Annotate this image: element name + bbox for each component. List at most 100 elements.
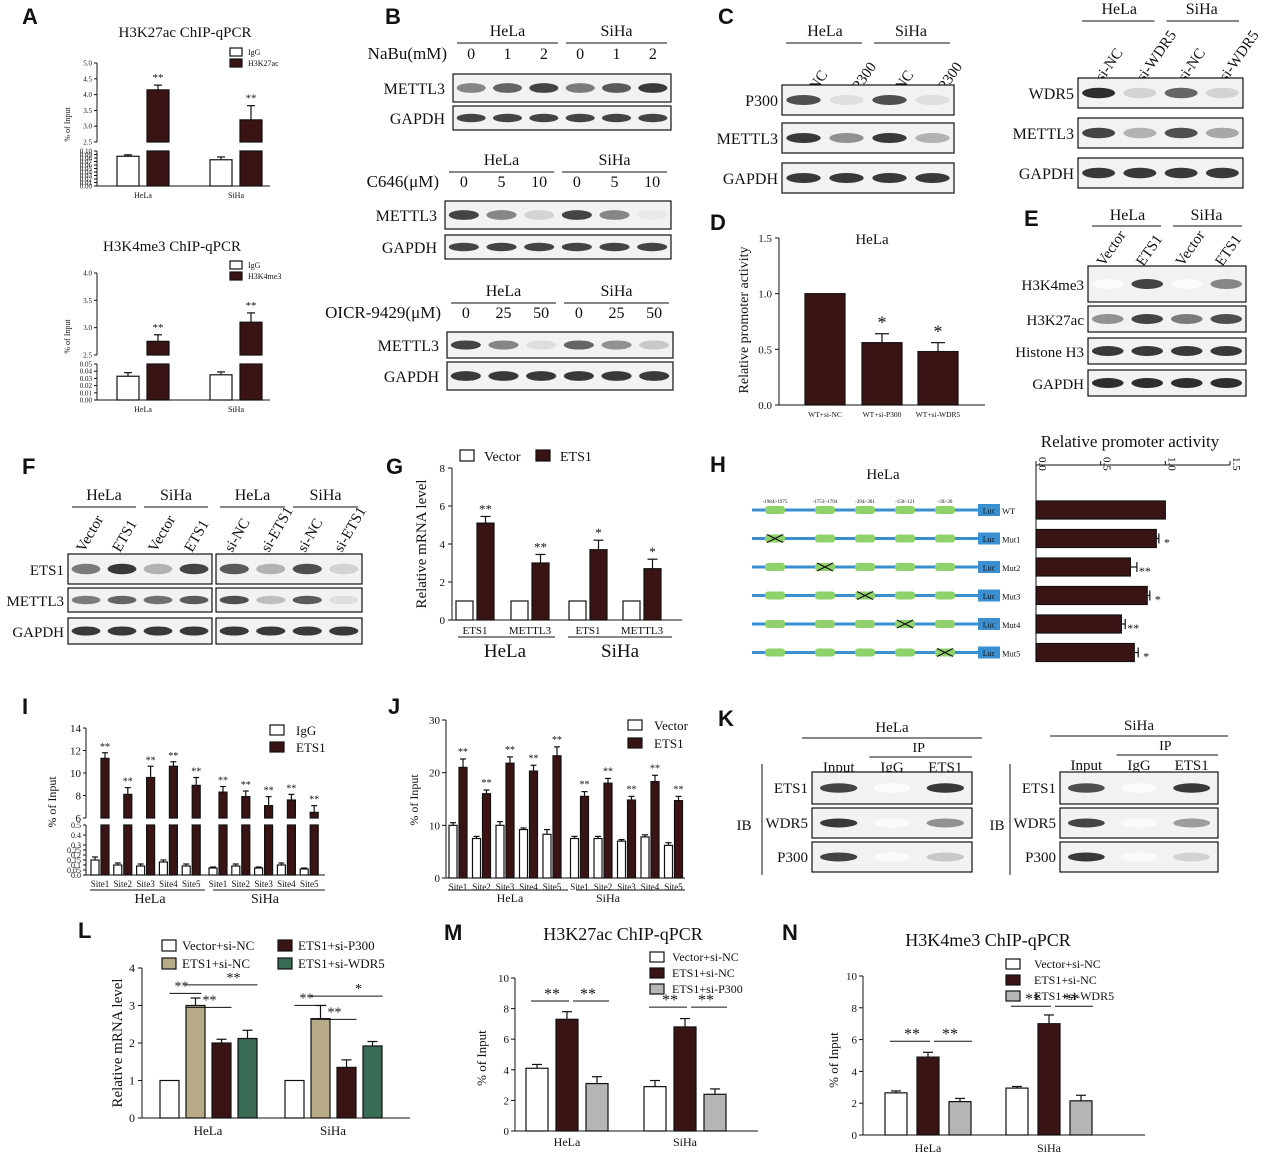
bar: [276, 864, 286, 876]
blot-band: [872, 173, 907, 183]
tick-label: 0.2: [71, 851, 81, 860]
tick-label: 8: [76, 791, 82, 803]
blot-band: [448, 242, 479, 252]
blot-band: [1170, 346, 1203, 356]
category-label: Site4: [159, 879, 178, 889]
blot-row-label: METTL3: [717, 131, 778, 148]
blot-row-label: Histone H3: [1015, 345, 1084, 361]
mutation-mark: [856, 590, 874, 601]
panel-label: F: [22, 454, 35, 479]
tick-label: 0.03: [80, 375, 93, 383]
tick-label: 5.0: [83, 60, 92, 68]
bar: [643, 1086, 667, 1132]
bar: [362, 1045, 383, 1119]
binding-site: [765, 591, 785, 600]
significance-mark: **: [328, 1005, 342, 1020]
blot-band: [565, 83, 595, 93]
legend-entry: ETS1+si-NC: [1034, 973, 1097, 987]
axis-label: Relative mRNA level: [110, 978, 126, 1107]
panel-label: J: [388, 694, 400, 719]
bar: [471, 837, 482, 879]
category-label: SiHa: [228, 191, 244, 200]
mutation-mark: [816, 562, 834, 572]
bar: [448, 824, 458, 879]
treatment-label: C646(μM): [367, 172, 439, 191]
category-label: Site2: [232, 879, 251, 889]
blot-row-label: P300: [1025, 850, 1056, 866]
tick-label: 2.5: [83, 139, 92, 147]
blot-band: [1091, 314, 1124, 324]
bar: [309, 811, 319, 819]
legend-swatch: [269, 741, 285, 753]
axis-label: % of Input: [474, 1030, 489, 1086]
blot-band: [143, 626, 173, 636]
legend-swatch: [627, 719, 643, 731]
reporter-label: Luc: [983, 621, 996, 630]
dose-label: 1: [613, 46, 621, 63]
bar: [861, 342, 903, 406]
chart-plot: 0 2 4 6 8 10 % of Input Vector+si-NC ETS1+si-NC E…: [826, 957, 1145, 1155]
dose-label: 0: [575, 305, 583, 322]
binding-site: [895, 591, 915, 600]
blot-band: [179, 563, 209, 575]
bar: [237, 1037, 258, 1119]
cell-line-label: SiHa: [310, 487, 342, 504]
category-label: WT+si-P300: [863, 410, 902, 419]
tick-label: 0.0: [758, 400, 772, 412]
legend-swatch: [277, 957, 293, 970]
lane-label: ETS1: [182, 517, 213, 555]
treatment-label: OICR-9429(μM): [325, 303, 441, 322]
bar: [241, 824, 251, 876]
tick-label: 10: [429, 820, 441, 832]
bar: [555, 1018, 579, 1132]
axis-label: % of Input: [63, 319, 72, 354]
significance-mark: **: [168, 751, 178, 762]
blot-band: [599, 242, 630, 252]
blot-band: [1131, 378, 1164, 388]
blot-band: [1173, 783, 1211, 793]
blot-band: [292, 563, 322, 575]
bar: [1035, 528, 1157, 549]
bar: [239, 363, 263, 401]
bar: [299, 868, 309, 876]
cell-line-label: HeLa: [1110, 207, 1146, 224]
lane-label: Vector: [1173, 228, 1209, 269]
bar: [146, 363, 170, 401]
panel-label: C: [718, 4, 734, 29]
category-label: HeLa: [134, 405, 152, 414]
significance-mark: *: [934, 322, 943, 342]
significance-mark: **: [529, 753, 539, 764]
bar: [218, 824, 228, 876]
bar: [804, 293, 846, 406]
tick-label: 3.5: [83, 297, 92, 305]
blot-band: [786, 95, 821, 105]
bar: [286, 799, 296, 819]
luciferase-box: [978, 589, 1000, 602]
tick-label: 2: [129, 1036, 135, 1050]
bar: [241, 796, 251, 819]
tick-label: 0.07: [80, 158, 93, 166]
cell-line-label: HeLa: [484, 641, 527, 662]
tick-label: 1: [129, 1074, 135, 1088]
binding-site: [935, 563, 955, 571]
dose-label: 5: [611, 174, 619, 191]
tick-label: 10: [846, 971, 858, 983]
chart-title: H3K4me3 ChIP-qPCR: [103, 239, 241, 255]
binding-site: [895, 506, 915, 514]
cell-line-label: HeLa: [235, 487, 271, 504]
bar: [622, 600, 641, 621]
bar: [640, 836, 650, 879]
significance-mark: **: [534, 539, 547, 554]
blot-strip: [452, 105, 672, 131]
significance-mark: **: [505, 745, 515, 756]
blot-band: [1120, 783, 1158, 793]
category-label: HeLa: [554, 1135, 581, 1149]
tick-label: 0.0: [1036, 457, 1048, 471]
tick-label: 10: [70, 768, 82, 780]
significance-mark: **: [264, 786, 274, 797]
blot-band: [492, 113, 523, 123]
panel-d: D HeLa 0.0 0.5 1.0 1.5 Relative promoter act…: [710, 210, 985, 419]
